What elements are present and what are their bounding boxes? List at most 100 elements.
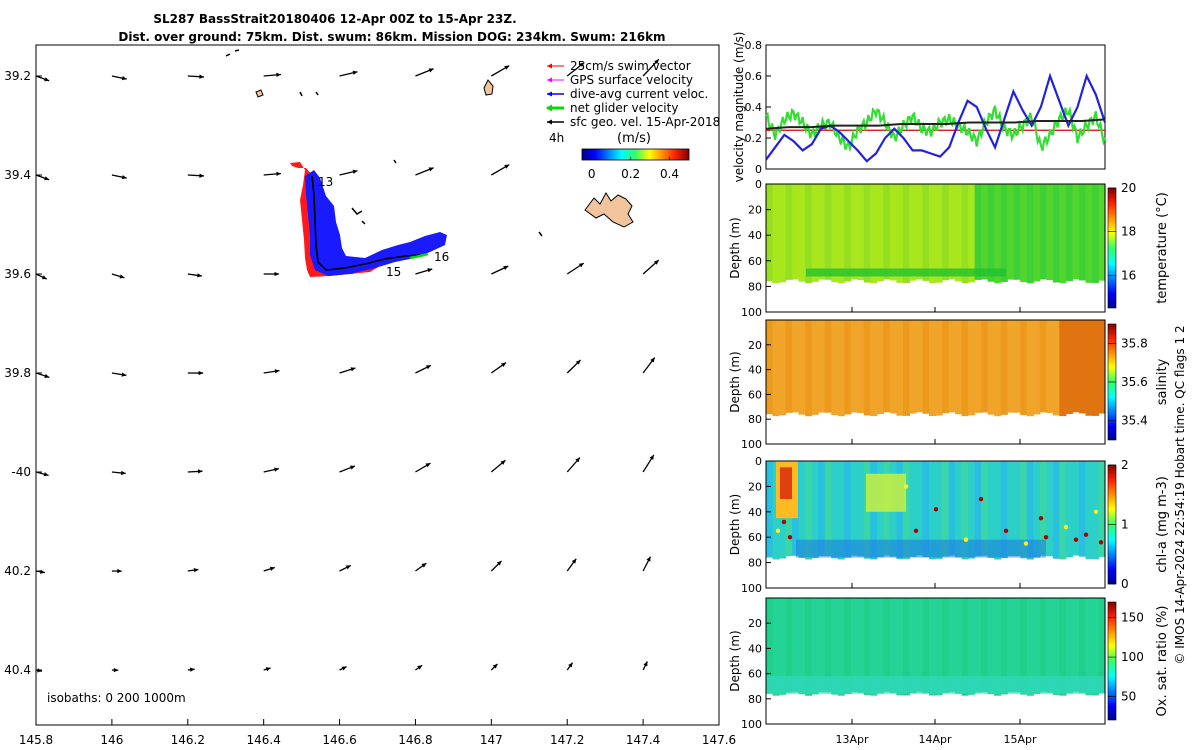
temperature-profile-column [766, 184, 774, 282]
chla-y-ticklabel: 0 [755, 455, 762, 468]
oxygen-profile-column [1052, 598, 1060, 695]
island-small-north [483, 79, 494, 96]
legend-item-net-glider-velocity: net glider velocity [546, 101, 678, 115]
geo-velocity-arrow [415, 364, 432, 374]
temperature-profile-column [811, 184, 819, 282]
legend-colorbar [581, 148, 690, 161]
temperature-profile-column [889, 184, 897, 281]
geo-velocity-arrow [263, 171, 281, 177]
chla-high-point [963, 537, 969, 542]
temperature-profile-column [850, 184, 858, 280]
salinity-profile-column [928, 320, 937, 417]
imos-credit-note: © IMOS 14-Apr-2024 22:54:19 Hobart time.… [1173, 325, 1187, 664]
track-blue-dive-avg [305, 170, 447, 276]
temperature-profile-column [928, 184, 937, 284]
chla-profile-column [1013, 461, 1021, 556]
land-islands [225, 49, 634, 237]
map-y-ticklabel: 40.4 [4, 663, 31, 677]
geo-velocity-arrow [642, 556, 652, 572]
geo-velocity-arrow [339, 70, 358, 77]
salinity-profile-column [779, 320, 787, 416]
temperature-profile-column [902, 184, 911, 283]
salinity-profile-column [1072, 320, 1080, 413]
geo-velocity-arrow [566, 262, 585, 275]
oxygen-profile-column [981, 598, 989, 692]
track-label-13: 13 [318, 175, 333, 189]
temperature-y-ticklabel: 60 [748, 255, 762, 268]
chla-profile-column [1052, 461, 1060, 559]
oxygen-profile-column [766, 598, 774, 694]
track-label-15: 15 [386, 265, 401, 279]
temperature-profile-column [922, 184, 930, 281]
salinity-profile-column [798, 320, 806, 415]
chla-high-point [1098, 540, 1104, 545]
oxygen-profile-column [1033, 598, 1041, 694]
salinity-panel: 20 40 60 80 100 Depth (m) 35.8 35.6 35.4 salinity [728, 319, 1170, 451]
temperature-profile-column [1020, 184, 1028, 283]
salinity-profile-column [805, 320, 813, 417]
chla-high-point [913, 528, 919, 534]
legend-arrowhead-gps-surface-velocity [547, 77, 552, 83]
salinity-profile-column [844, 320, 852, 415]
legend-arrowhead-sfc-geo-velocity [547, 119, 552, 125]
oxygen-colorbar-ticklabel: 150 [1121, 611, 1144, 625]
time-axis-labels: 13Apr 14Apr 15Apr [835, 733, 1037, 746]
geo-velocity-arrow [339, 666, 347, 671]
oxygen-profile-column [818, 598, 826, 693]
chla-high-point [1038, 515, 1044, 521]
geo-velocity-arrow [415, 462, 431, 473]
geo-velocity-arrow [111, 372, 127, 377]
track-black-centerline [311, 175, 421, 271]
chla-profile-column [857, 461, 865, 557]
oxygen-profile-column [1078, 598, 1087, 693]
temperature-profile-column [837, 184, 845, 284]
chla-y-ticklabel: 60 [748, 531, 762, 544]
map-x-ticklabel: 146.2 [171, 733, 205, 747]
temperature-y-ticklabel: 20 [748, 204, 762, 217]
map-x-ticklabel: 146.4 [246, 733, 280, 747]
chla-patch-green [866, 473, 906, 512]
temperature-profile-column [1078, 184, 1087, 281]
salinity-profile-column [909, 320, 917, 414]
oxygen-profile-column [987, 598, 995, 695]
temperature-y-ticklabel: 0 [755, 178, 762, 191]
chla-profile-column [818, 461, 826, 556]
geo-velocity-arrow [718, 74, 719, 76]
salinity-ylabel: Depth (m) [728, 351, 742, 412]
legend-arrowhead-swim-vector [547, 63, 552, 69]
salinity-y-ticklabel: 20 [748, 339, 762, 352]
legend-colorbar-ticklabel: 0.2 [621, 167, 640, 181]
salinity-y-ticklabel: 80 [748, 413, 762, 426]
oxygen-profile-column [1098, 598, 1106, 694]
legend-label-dive-avg-current: dive-avg current veloc. [570, 87, 708, 101]
oxygen-profile-column [935, 598, 943, 696]
map-x-ticks: 145.8 146 146.2 146.4 146.6 146.8 147 147.2 147.… [19, 719, 736, 747]
temperature-colorbar-ticklabel: 16 [1121, 268, 1136, 282]
salinity-profile-column [1026, 320, 1034, 417]
chla-profile-column [1007, 461, 1015, 556]
salinity-profile-column [876, 320, 884, 415]
chla-profile-column [915, 461, 924, 556]
oxygen-profile-column [928, 598, 937, 696]
geo-velocity-arrow [415, 562, 427, 572]
chla-y-ticklabel: 20 [748, 480, 762, 493]
salinity-y-ticklabel: 40 [748, 364, 762, 377]
velocity-y-ticklabel: 0.4 [745, 101, 763, 114]
oxygen-profile-column [785, 598, 793, 693]
salinity-profile-column [811, 320, 819, 415]
oxygen-y-ticklabel: 100 [741, 718, 762, 731]
oxygen-deep-layer [766, 676, 1105, 694]
geo-velocity-arrow [490, 362, 507, 374]
chla-profile-column [1065, 461, 1074, 558]
geo-velocity-arrow [490, 560, 502, 572]
legend-item-dive-avg-current: dive-avg current veloc. [547, 87, 708, 101]
velocity-y-ticklabel: 0.2 [745, 132, 763, 145]
chla-deep-low [796, 539, 1046, 558]
isobaths-label: isobaths: 0 200 1000m [47, 691, 186, 705]
oxygen-profile-column [863, 598, 871, 695]
salinity-profile-column [792, 320, 800, 413]
oxygen-profile-column [837, 598, 845, 696]
geo-velocity-arrow [263, 271, 279, 277]
salinity-profile-column [1033, 320, 1041, 415]
